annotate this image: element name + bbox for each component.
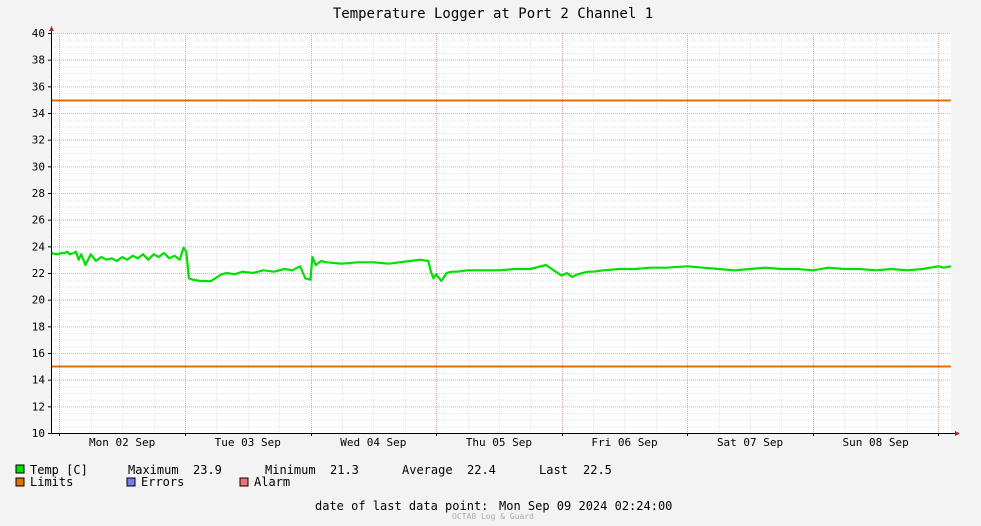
y-tick-label: 22	[32, 267, 45, 280]
y-tick-label: 14	[32, 374, 46, 387]
y-tick-label: 24	[32, 240, 46, 253]
stat-last-value: 22.5	[583, 463, 612, 477]
y-tick-label: 30	[32, 160, 45, 173]
y-tick-label: 20	[32, 294, 45, 307]
x-tick-label: Sat 07 Sep	[717, 436, 783, 449]
axes	[48, 26, 960, 436]
stat-minimum-value: 21.3	[330, 463, 359, 477]
y-tick-label: 18	[32, 320, 45, 333]
y-tick-label: 10	[32, 427, 45, 440]
temperature-series-line	[50, 246, 952, 283]
stat-average-value: 22.4	[467, 463, 496, 477]
stat-minimum-label: Minimum	[265, 463, 316, 477]
stat-average-label: Average	[402, 463, 453, 477]
legend-label-limits: Limits	[30, 475, 73, 489]
y-tick-labels: 10 12 14 16 18 20 22 24 26 28 30 32 34 36 38 40	[32, 27, 46, 440]
last-data-point-label: date of last data point:	[315, 499, 488, 513]
x-tick-label: Wed 04 Sep	[340, 436, 406, 449]
credit-text: OCTA8 Log & Guard	[452, 512, 534, 521]
y-tick-label: 26	[32, 214, 45, 227]
x-tick-labels: Mon 02 Sep Tue 03 Sep Wed 04 Sep Thu 05 Sep…	[89, 436, 909, 449]
x-axis-arrow	[955, 431, 960, 436]
grid	[51, 33, 951, 434]
y-tick-label: 40	[32, 27, 45, 40]
y-tick-label: 28	[32, 187, 45, 200]
legend-label-alarm: Alarm	[254, 475, 290, 489]
y-axis-arrow	[49, 26, 54, 31]
legend-swatch-errors	[126, 477, 136, 487]
x-tick-label: Fri 06 Sep	[591, 436, 657, 449]
chart-title: Temperature Logger at Port 2 Channel 1	[333, 6, 653, 22]
limit-lines	[51, 99, 951, 368]
legend-label-errors: Errors	[141, 475, 184, 489]
x-tick-label: Tue 03 Sep	[215, 436, 281, 449]
stat-last-label: Last	[539, 463, 568, 477]
x-tick-label: Mon 02 Sep	[89, 436, 155, 449]
y-tick-label: 32	[32, 134, 45, 147]
legend-label-temp: Temp [C]	[30, 463, 88, 477]
x-tick-label: Thu 05 Sep	[466, 436, 532, 449]
legend-swatch-temp	[15, 464, 25, 474]
y-tick-label: 34	[32, 107, 46, 120]
x-tick-label: Sun 08 Sep	[843, 436, 909, 449]
last-data-point-value: Mon Sep 09 2024 02:24:00	[499, 499, 672, 513]
y-tick-label: 38	[32, 54, 45, 67]
stat-maximum-value: 23.9	[193, 463, 222, 477]
y-tick-label: 36	[32, 80, 45, 93]
legend-swatch-limits	[15, 477, 25, 487]
series-layer	[50, 246, 952, 283]
legend-swatch-alarm	[239, 477, 249, 487]
y-tick-label: 12	[32, 400, 45, 413]
stat-maximum-label: Maximum	[128, 463, 179, 477]
y-tick-label: 16	[32, 347, 45, 360]
